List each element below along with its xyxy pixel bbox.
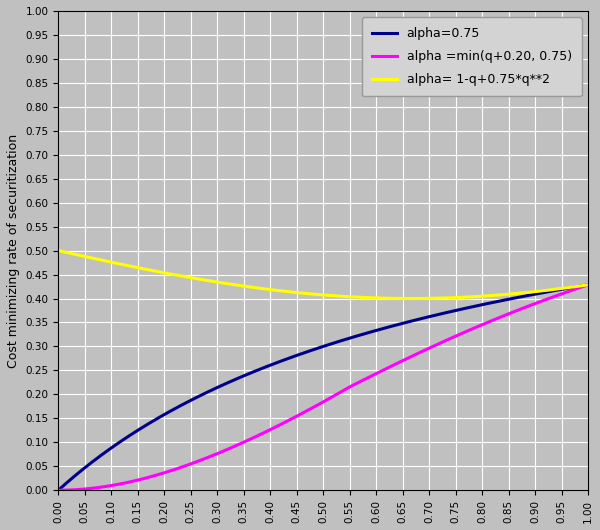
alpha=0.75 — [82, 464, 89, 471]
Line: alpha=0.75: alpha=0.75 — [58, 285, 588, 490]
Line: alpha= 1-q+0.75*q**2: alpha= 1-q+0.75*q**2 — [58, 251, 588, 298]
alpha =min(q+0.20, 0.75) — [584, 281, 592, 288]
alpha= 1-q+0.75*q**2 — [313, 291, 320, 297]
alpha= 1-q+0.75*q**2 — [55, 248, 62, 254]
alpha=0.75 — [298, 350, 305, 357]
Y-axis label: Cost minimizing rate of securitization: Cost minimizing rate of securitization — [7, 134, 20, 368]
alpha= 1-q+0.75*q**2 — [82, 253, 89, 260]
alpha =min(q+0.20, 0.75) — [472, 324, 479, 331]
alpha =min(q+0.20, 0.75) — [82, 486, 89, 492]
alpha =min(q+0.20, 0.75) — [313, 403, 320, 409]
alpha =min(q+0.20, 0.75) — [569, 287, 576, 293]
alpha =min(q+0.20, 0.75) — [298, 410, 305, 417]
alpha =min(q+0.20, 0.75) — [55, 487, 62, 493]
Legend: alpha=0.75, alpha =min(q+0.20, 0.75), alpha= 1-q+0.75*q**2: alpha=0.75, alpha =min(q+0.20, 0.75), al… — [362, 17, 582, 96]
alpha =min(q+0.20, 0.75) — [569, 287, 576, 293]
alpha= 1-q+0.75*q**2 — [569, 284, 577, 290]
alpha=0.75 — [472, 303, 479, 310]
Line: alpha =min(q+0.20, 0.75): alpha =min(q+0.20, 0.75) — [58, 285, 588, 490]
alpha=0.75 — [313, 346, 320, 352]
alpha=0.75 — [55, 487, 62, 493]
alpha= 1-q+0.75*q**2 — [569, 284, 576, 290]
alpha= 1-q+0.75*q**2 — [408, 295, 415, 302]
alpha=0.75 — [569, 284, 576, 290]
alpha=0.75 — [584, 281, 592, 288]
alpha= 1-q+0.75*q**2 — [584, 281, 592, 288]
alpha=0.75 — [569, 284, 576, 290]
alpha= 1-q+0.75*q**2 — [298, 290, 305, 296]
alpha= 1-q+0.75*q**2 — [472, 294, 479, 300]
